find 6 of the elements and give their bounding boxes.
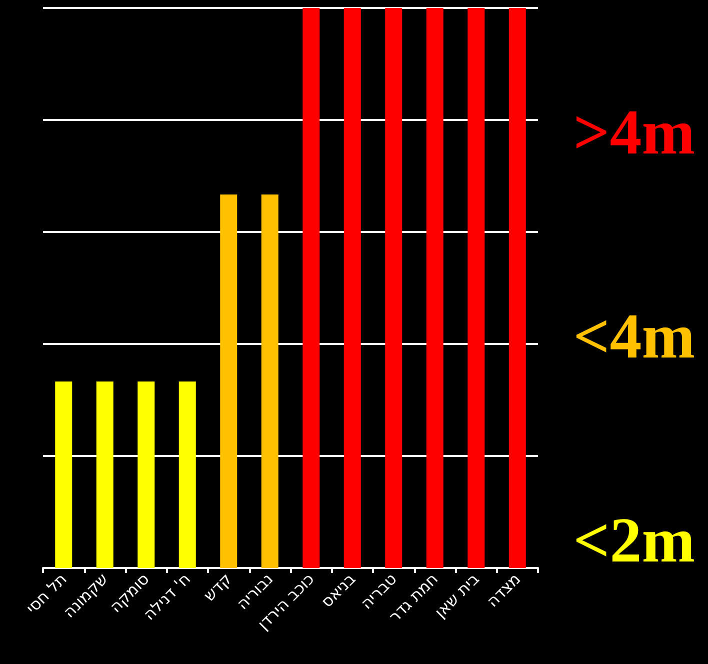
x-tick-label: בניאס <box>317 569 360 612</box>
text: <2m <box>573 504 695 576</box>
x-tick-label: קדש <box>200 569 236 605</box>
x-tick-label: מצדה <box>482 569 524 611</box>
text: <4m <box>573 300 695 372</box>
series-label: >4m <box>573 96 695 168</box>
